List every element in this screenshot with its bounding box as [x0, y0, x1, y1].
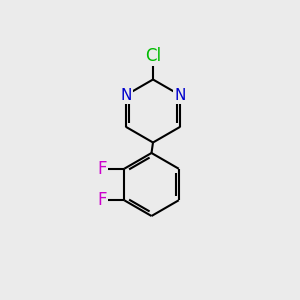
Text: N: N — [175, 88, 186, 103]
Text: F: F — [98, 160, 107, 178]
Text: Cl: Cl — [145, 47, 161, 65]
Text: N: N — [120, 88, 131, 103]
Text: F: F — [98, 191, 107, 209]
